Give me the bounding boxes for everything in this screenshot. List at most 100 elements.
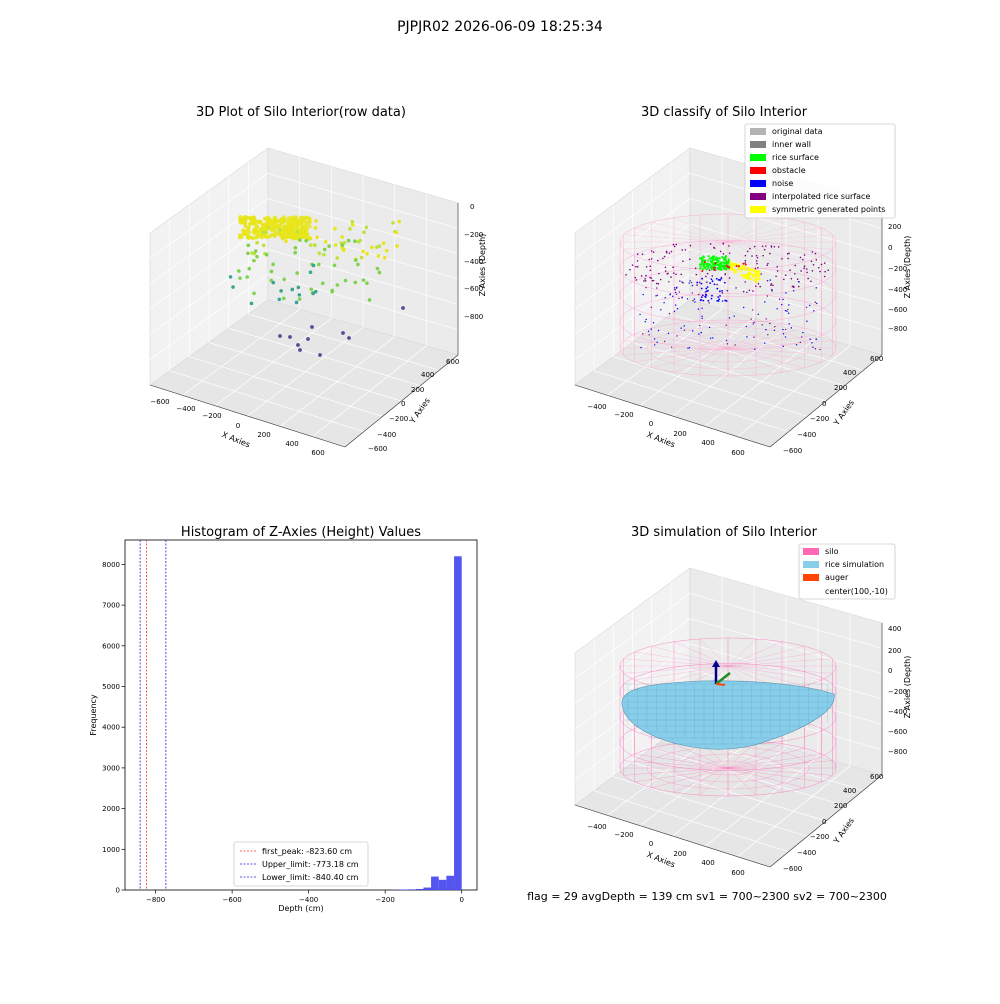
scatter-point — [306, 337, 310, 341]
point-interpolated — [745, 260, 747, 262]
point-noise — [709, 327, 710, 328]
scatter-point — [288, 335, 292, 339]
scatter-point — [231, 285, 235, 289]
point-noise — [653, 280, 654, 281]
point-interpolated — [667, 273, 669, 275]
point-interpolated — [744, 281, 746, 283]
panel2-ztick: −600 — [888, 306, 907, 314]
point-symmetric — [747, 269, 749, 271]
scatter-point — [266, 235, 270, 239]
point-rice-surface — [719, 257, 721, 259]
point-symmetric — [730, 263, 732, 265]
scatter-point — [284, 240, 288, 244]
point-interpolated — [658, 273, 660, 275]
point-symmetric — [758, 278, 760, 280]
point-noise — [645, 319, 646, 320]
point-noise — [801, 336, 802, 337]
panel1-zlabel: Z Axies (Depth) — [478, 234, 487, 297]
panel4-ztick: −600 — [888, 728, 907, 736]
point-symmetric — [746, 277, 748, 279]
point-noise — [710, 338, 711, 339]
scatter-point — [395, 244, 399, 248]
point-interpolated — [776, 266, 778, 268]
y-tick-label: 4000 — [102, 724, 120, 732]
scatter-point — [278, 334, 282, 338]
point-symmetric — [753, 270, 755, 272]
panel2-ztick: −800 — [888, 325, 907, 333]
point-noise — [788, 304, 789, 305]
scatter-point — [341, 331, 345, 335]
scatter-point — [342, 248, 346, 252]
y-tick-label: 0 — [116, 887, 120, 895]
y-tick-label: 1000 — [102, 846, 120, 854]
point-interpolated — [726, 290, 728, 292]
point-rice-surface — [710, 266, 712, 268]
point-interpolated — [802, 259, 804, 261]
point-interpolated — [646, 266, 648, 268]
point-symmetric — [743, 276, 745, 278]
point-interpolated — [774, 246, 776, 248]
point-rice-surface — [712, 255, 714, 257]
point-noise — [701, 316, 702, 317]
point-rice-surface — [723, 258, 725, 260]
point-noise — [793, 290, 794, 291]
panel2-xtick: −400 — [587, 403, 606, 411]
scatter-point — [246, 251, 250, 255]
scatter-point — [385, 249, 389, 253]
point-interpolated — [755, 268, 757, 270]
scatter-point — [282, 297, 286, 301]
scatter-point — [294, 246, 298, 250]
panel2-xtick: 400 — [701, 439, 714, 447]
point-noise — [785, 310, 786, 311]
point-noise — [669, 313, 670, 314]
x-tick-label: −200 — [376, 896, 395, 904]
scatter-point — [362, 278, 366, 282]
scatter-point — [275, 220, 279, 224]
legend-label: interpolated rice surface — [772, 192, 870, 201]
scatter-point — [243, 231, 247, 235]
point-interpolated — [729, 277, 731, 279]
point-interpolated — [629, 269, 631, 271]
point-noise — [764, 301, 765, 302]
scatter-point — [304, 228, 308, 232]
point-noise — [726, 340, 727, 341]
point-noise — [658, 330, 659, 331]
scatter-point — [237, 269, 241, 273]
y-tick-label: 3000 — [102, 764, 120, 772]
point-interpolated — [650, 277, 652, 279]
point-noise — [692, 300, 693, 301]
panel1-ztick: −800 — [464, 313, 483, 321]
point-noise — [789, 323, 790, 324]
scatter-point — [299, 233, 303, 237]
scatter-point — [253, 227, 257, 231]
point-noise — [776, 308, 777, 309]
scatter-point — [265, 253, 269, 257]
point-interpolated — [674, 246, 676, 248]
point-noise — [716, 278, 718, 280]
point-interpolated — [714, 247, 716, 249]
panel2-legend-entry: original data — [750, 127, 823, 136]
point-noise — [783, 333, 784, 334]
point-noise — [721, 290, 723, 292]
point-noise — [656, 341, 657, 342]
panel1-ytick: 400 — [421, 371, 434, 379]
point-interpolated — [685, 249, 687, 251]
point-noise — [767, 334, 768, 335]
point-noise — [714, 283, 716, 285]
scatter-point — [247, 236, 251, 240]
scatter-point — [271, 263, 275, 267]
point-noise — [724, 282, 726, 284]
point-interpolated — [798, 286, 800, 288]
point-symmetric — [741, 267, 743, 269]
scatter-point — [365, 281, 369, 285]
point-rice-surface — [715, 258, 717, 260]
panel2-xtick: 600 — [731, 449, 744, 457]
point-rice-surface — [699, 257, 701, 259]
scatter-point — [317, 263, 321, 267]
point-interpolated — [722, 243, 724, 245]
point-interpolated — [765, 245, 767, 247]
legend-label: obstacle — [772, 166, 806, 175]
scatter-point — [378, 244, 382, 248]
point-noise — [677, 308, 678, 309]
point-noise — [788, 313, 789, 314]
